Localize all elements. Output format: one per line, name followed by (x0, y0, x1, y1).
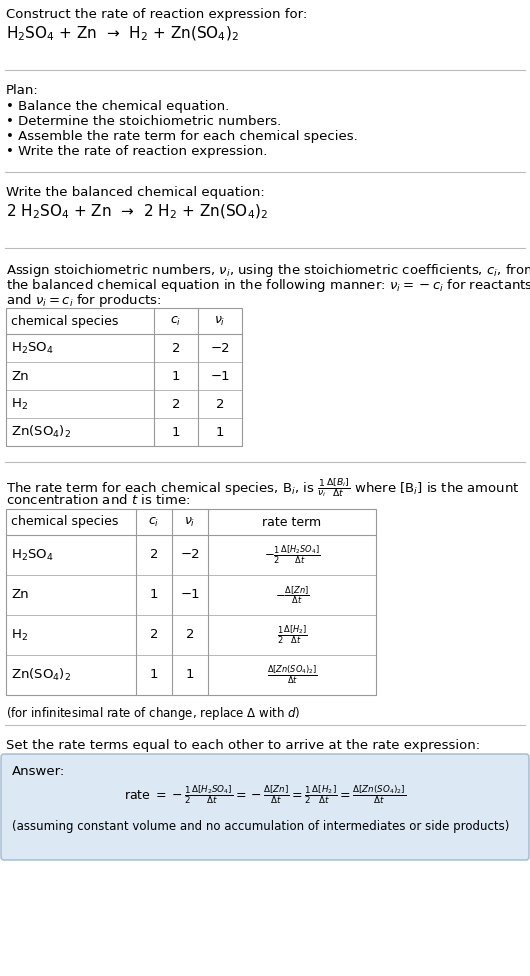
Text: −1: −1 (210, 370, 230, 383)
Text: 1: 1 (172, 426, 180, 438)
Text: Answer:: Answer: (12, 765, 65, 778)
Text: 2: 2 (216, 397, 224, 411)
Text: Zn(SO$_4$)$_2$: Zn(SO$_4$)$_2$ (11, 424, 71, 440)
Text: and $\nu_i = c_i$ for products:: and $\nu_i = c_i$ for products: (6, 292, 162, 309)
Text: concentration and $t$ is time:: concentration and $t$ is time: (6, 493, 190, 507)
Text: 2: 2 (186, 629, 195, 641)
Text: −2: −2 (180, 549, 200, 561)
Text: 2 H$_2$SO$_4$ + Zn  →  2 H$_2$ + Zn(SO$_4$)$_2$: 2 H$_2$SO$_4$ + Zn → 2 H$_2$ + Zn(SO$_4$… (6, 203, 268, 222)
Text: Plan:: Plan: (6, 84, 39, 97)
Text: the balanced chemical equation in the following manner: $\nu_i = -c_i$ for react: the balanced chemical equation in the fo… (6, 277, 530, 294)
Text: H$_2$SO$_4$: H$_2$SO$_4$ (11, 341, 54, 355)
Text: Assign stoichiometric numbers, $\nu_i$, using the stoichiometric coefficients, $: Assign stoichiometric numbers, $\nu_i$, … (6, 262, 530, 279)
Text: 2: 2 (150, 549, 158, 561)
Text: $c_i$: $c_i$ (148, 515, 160, 529)
Text: 2: 2 (150, 629, 158, 641)
Text: −2: −2 (210, 342, 230, 354)
Text: Zn: Zn (11, 370, 29, 383)
Text: −1: −1 (180, 589, 200, 601)
Text: $c_i$: $c_i$ (170, 314, 182, 328)
Text: Zn: Zn (11, 589, 29, 601)
Text: 1: 1 (186, 669, 195, 681)
Text: chemical species: chemical species (11, 515, 118, 528)
Text: Zn(SO$_4$)$_2$: Zn(SO$_4$)$_2$ (11, 667, 71, 683)
Text: • Assemble the rate term for each chemical species.: • Assemble the rate term for each chemic… (6, 130, 358, 143)
Text: $\frac{\Delta[Zn(SO_4)_2]}{\Delta t}$: $\frac{\Delta[Zn(SO_4)_2]}{\Delta t}$ (267, 664, 317, 686)
Text: 1: 1 (150, 589, 158, 601)
Text: (assuming constant volume and no accumulation of intermediates or side products): (assuming constant volume and no accumul… (12, 820, 509, 833)
Text: (for infinitesimal rate of change, replace Δ with $d$): (for infinitesimal rate of change, repla… (6, 705, 301, 722)
Text: H$_2$: H$_2$ (11, 396, 28, 412)
Text: H$_2$SO$_4$: H$_2$SO$_4$ (11, 548, 54, 562)
Text: • Determine the stoichiometric numbers.: • Determine the stoichiometric numbers. (6, 115, 281, 128)
Text: Write the balanced chemical equation:: Write the balanced chemical equation: (6, 186, 265, 199)
Text: 1: 1 (172, 370, 180, 383)
Text: rate $= -\frac{1}{2}\frac{\Delta[H_2SO_4]}{\Delta t} = -\frac{\Delta[Zn]}{\Delta: rate $= -\frac{1}{2}\frac{\Delta[H_2SO_4… (124, 784, 406, 806)
Bar (6, 308, 242, 446)
Text: H$_2$: H$_2$ (11, 628, 28, 642)
Text: 2: 2 (172, 342, 180, 354)
Bar (6, 509, 376, 695)
FancyBboxPatch shape (1, 754, 529, 860)
Text: $-\frac{1}{2}\frac{\Delta[H_2SO_4]}{\Delta t}$: $-\frac{1}{2}\frac{\Delta[H_2SO_4]}{\Del… (264, 544, 320, 566)
Text: $\frac{1}{2}\frac{\Delta[H_2]}{\Delta t}$: $\frac{1}{2}\frac{\Delta[H_2]}{\Delta t}… (277, 624, 307, 646)
Text: • Write the rate of reaction expression.: • Write the rate of reaction expression. (6, 145, 267, 158)
Text: 2: 2 (172, 397, 180, 411)
Text: Construct the rate of reaction expression for:: Construct the rate of reaction expressio… (6, 8, 307, 21)
Text: chemical species: chemical species (11, 314, 118, 328)
Text: rate term: rate term (262, 515, 322, 528)
Text: $\nu_i$: $\nu_i$ (214, 314, 226, 328)
Text: H$_2$SO$_4$ + Zn  →  H$_2$ + Zn(SO$_4$)$_2$: H$_2$SO$_4$ + Zn → H$_2$ + Zn(SO$_4$)$_2… (6, 25, 239, 43)
Text: $-\frac{\Delta[Zn]}{\Delta t}$: $-\frac{\Delta[Zn]}{\Delta t}$ (275, 585, 310, 606)
Text: • Balance the chemical equation.: • Balance the chemical equation. (6, 100, 229, 113)
Text: The rate term for each chemical species, B$_i$, is $\frac{1}{\nu_i}\frac{\Delta[: The rate term for each chemical species,… (6, 476, 520, 499)
Text: 1: 1 (150, 669, 158, 681)
Text: Set the rate terms equal to each other to arrive at the rate expression:: Set the rate terms equal to each other t… (6, 739, 480, 752)
Text: 1: 1 (216, 426, 224, 438)
Text: $\nu_i$: $\nu_i$ (184, 515, 196, 529)
